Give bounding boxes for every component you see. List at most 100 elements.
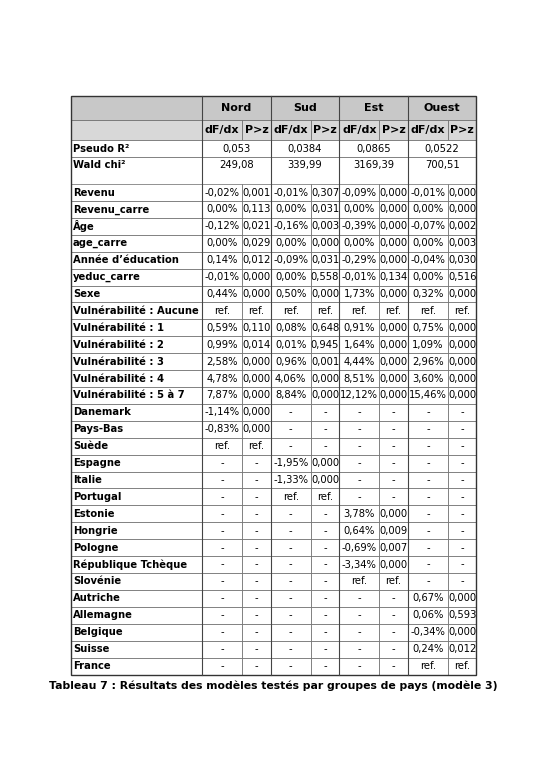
Bar [242, 370, 271, 387]
Text: ref.: ref. [248, 306, 264, 316]
Bar [408, 370, 448, 387]
Bar [71, 421, 202, 438]
Bar [339, 201, 380, 218]
Bar [448, 641, 476, 657]
Text: 0,000: 0,000 [448, 373, 476, 383]
Bar [448, 624, 476, 641]
Bar [339, 539, 380, 556]
Text: -: - [392, 424, 396, 435]
Bar [380, 268, 408, 286]
Bar [202, 268, 242, 286]
Text: 0,24%: 0,24% [412, 644, 444, 654]
Bar [242, 235, 271, 251]
Bar [271, 303, 311, 320]
Text: 0,000: 0,000 [242, 289, 271, 299]
Text: -: - [426, 458, 430, 468]
Bar [408, 539, 448, 556]
Text: 0,003: 0,003 [448, 238, 476, 248]
Bar [271, 488, 311, 505]
Text: 0,000: 0,000 [380, 289, 407, 299]
Bar [408, 157, 476, 174]
Text: 0,00%: 0,00% [412, 272, 444, 282]
Text: ref.: ref. [454, 661, 470, 671]
Text: -: - [358, 627, 361, 637]
Bar [408, 140, 476, 157]
Bar [311, 505, 339, 522]
Bar [339, 157, 408, 174]
Text: dF/dx: dF/dx [273, 125, 308, 135]
Text: ref.: ref. [386, 577, 402, 587]
Text: -0,09%: -0,09% [342, 188, 377, 198]
Text: 0,0384: 0,0384 [288, 144, 322, 154]
Bar [271, 370, 311, 387]
Bar [71, 96, 202, 120]
Bar [242, 539, 271, 556]
Text: Danemark: Danemark [73, 407, 131, 417]
Text: Âge: Âge [73, 220, 95, 232]
Bar [242, 120, 271, 140]
Text: 0,000: 0,000 [448, 390, 476, 400]
Bar [448, 370, 476, 387]
Bar [380, 573, 408, 590]
Bar [202, 421, 242, 438]
Text: -0,39%: -0,39% [342, 221, 377, 231]
Bar [408, 421, 448, 438]
Bar [271, 286, 311, 303]
Text: Pologne: Pologne [73, 542, 118, 553]
Bar [380, 624, 408, 641]
Text: 0,50%: 0,50% [275, 289, 307, 299]
Text: Pays-Bas: Pays-Bas [73, 424, 123, 435]
Text: 0,000: 0,000 [242, 407, 271, 417]
Bar [71, 157, 202, 174]
Text: ref.: ref. [386, 306, 402, 316]
Bar [339, 320, 380, 336]
Text: Vulnérabilité : 5 à 7: Vulnérabilité : 5 à 7 [73, 390, 184, 400]
Text: 0,99%: 0,99% [206, 340, 238, 350]
Bar [339, 438, 380, 455]
Bar [202, 201, 242, 218]
Text: 0,000: 0,000 [380, 390, 407, 400]
Bar [71, 268, 202, 286]
Text: Vulnérabilité : 1: Vulnérabilité : 1 [73, 323, 164, 333]
Bar [311, 573, 339, 590]
Bar [71, 641, 202, 657]
Bar [448, 303, 476, 320]
Bar [271, 336, 311, 353]
Text: 0,945: 0,945 [311, 340, 339, 350]
Bar [448, 539, 476, 556]
Text: -0,01%: -0,01% [273, 188, 308, 198]
Text: -: - [426, 542, 430, 553]
Bar [202, 387, 242, 404]
Bar [448, 353, 476, 370]
Text: 0,031: 0,031 [311, 204, 339, 214]
Bar [408, 235, 448, 251]
Bar [339, 251, 380, 268]
Bar [408, 522, 448, 539]
Text: 0,000: 0,000 [448, 594, 476, 604]
Text: -: - [426, 424, 430, 435]
Bar [271, 320, 311, 336]
Text: 339,99: 339,99 [287, 161, 323, 171]
Bar [380, 120, 408, 140]
Bar [242, 201, 271, 218]
Text: 4,44%: 4,44% [344, 357, 375, 366]
Text: -: - [323, 442, 327, 451]
Text: 0,32%: 0,32% [412, 289, 444, 299]
Bar [271, 421, 311, 438]
Bar [339, 353, 380, 370]
Bar [271, 96, 339, 120]
Bar [311, 641, 339, 657]
Text: -0,83%: -0,83% [205, 424, 240, 435]
Text: ref.: ref. [282, 492, 299, 502]
Text: -: - [426, 475, 430, 485]
Bar [71, 488, 202, 505]
Text: Espagne: Espagne [73, 458, 121, 468]
Bar [271, 268, 311, 286]
Text: -: - [358, 442, 361, 451]
Text: 0,000: 0,000 [380, 373, 407, 383]
Bar [202, 539, 242, 556]
Text: -: - [392, 661, 396, 671]
Bar [71, 539, 202, 556]
Bar [242, 320, 271, 336]
Text: -: - [289, 424, 293, 435]
